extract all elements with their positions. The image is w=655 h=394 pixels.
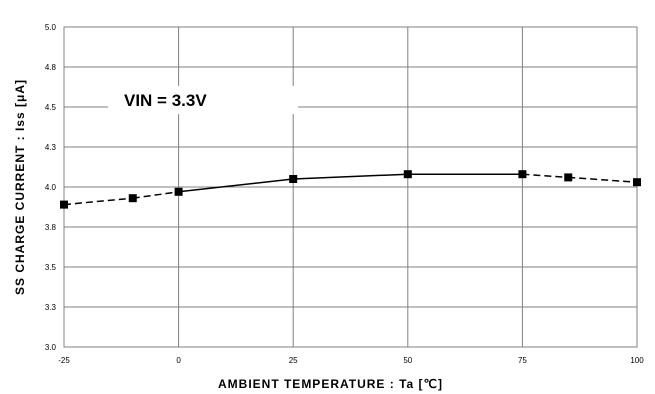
series-0-segment-5 — [522, 173, 569, 179]
x-tick-labels: -25 0 25 50 75 100 — [58, 356, 644, 365]
data-point-4 — [403, 170, 412, 179]
y-tick-label-6: 4.5 — [45, 103, 57, 112]
data-point-7 — [633, 178, 641, 187]
y-axis-title: SS CHARGE CURRENT : Iss [μA] — [13, 79, 27, 295]
y-tick-label-8: 5.0 — [45, 23, 57, 32]
data-point-0 — [60, 200, 68, 209]
x-axis-title: AMBIENT TEMPERATURE : Ta [℃] — [218, 377, 443, 391]
x-tick-label-1: 0 — [176, 356, 181, 365]
annotation-background — [108, 86, 298, 114]
x-tick-label-3: 50 — [403, 356, 412, 365]
series-0-segment-1 — [132, 191, 179, 199]
grid — [63, 26, 638, 348]
data-point-6 — [564, 173, 573, 182]
data-markers — [60, 170, 641, 209]
vin-annotation: VIN = 3.3V — [124, 91, 207, 110]
data-point-2 — [174, 187, 183, 196]
series-0-segment-0 — [63, 197, 133, 206]
series-lines — [63, 173, 638, 206]
series-0-segment-6 — [568, 176, 638, 183]
x-tick-label-5: 100 — [630, 356, 644, 365]
y-tick-labels: 3.0 3.3 3.5 3.8 4.0 4.3 4.5 4.8 5.0 — [45, 23, 57, 352]
y-tick-label-5: 4.3 — [45, 143, 57, 152]
data-point-5 — [518, 170, 527, 179]
series-0-segment-2 — [178, 178, 294, 193]
y-tick-label-1: 3.3 — [45, 303, 57, 312]
y-tick-label-2: 3.5 — [45, 263, 57, 272]
plot-frame — [63, 26, 638, 348]
x-tick-label-0: -25 — [58, 356, 70, 365]
x-tick-label-4: 75 — [518, 356, 527, 365]
data-point-3 — [289, 175, 298, 183]
y-tick-label-4: 4.0 — [45, 183, 57, 192]
y-tick-label-3: 3.8 — [45, 223, 57, 232]
y-tick-label-7: 4.8 — [45, 63, 57, 72]
data-point-1 — [128, 194, 137, 203]
y-tick-label-0: 3.0 — [45, 343, 57, 352]
series-0-segment-3 — [293, 173, 408, 180]
x-tick-label-2: 25 — [289, 356, 298, 365]
